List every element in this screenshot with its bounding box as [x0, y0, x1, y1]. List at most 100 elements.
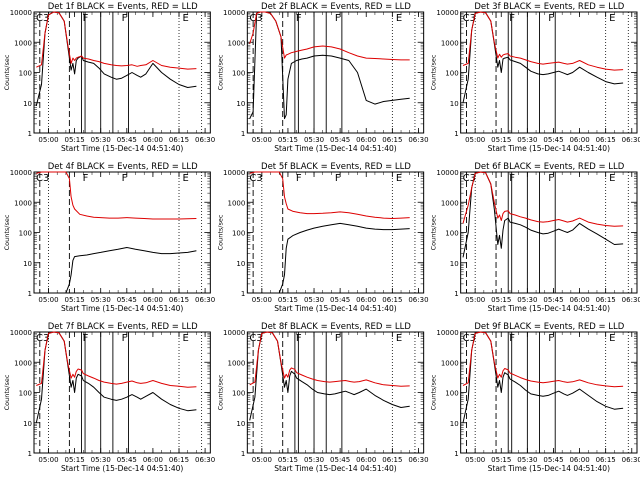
- x-tick-label: 06:00: [356, 456, 376, 464]
- attenuator-label: C3: [463, 173, 476, 184]
- x-axis-label: Start Time (15-Dec-14 04:51:40): [61, 144, 183, 153]
- y-tick-label: 1: [241, 130, 245, 138]
- plot-frame: [33, 331, 211, 454]
- x-tick-label: 06:15: [382, 136, 402, 144]
- attenuator-label: F: [509, 333, 515, 344]
- y-tick-label: 10000: [223, 9, 245, 17]
- y-axis-label: Counts/sec: [430, 54, 438, 90]
- x-tick-label: 06:30: [622, 296, 640, 304]
- x-tick-label: 05:00: [252, 456, 272, 464]
- x-tick-label: 06:15: [596, 456, 616, 464]
- attenuator-label: E: [182, 173, 188, 184]
- y-tick-label: 100: [232, 230, 245, 238]
- x-tick-label: 05:00: [38, 136, 58, 144]
- x-tick-label: 05:45: [330, 136, 350, 144]
- events-series-line: [35, 331, 197, 423]
- x-axis-label: Start Time (15-Dec-14 04:51:40): [488, 144, 610, 153]
- attenuator-label: F: [548, 173, 554, 184]
- lld-series-line: [249, 171, 410, 219]
- y-axis-label: Counts/sec: [3, 54, 11, 90]
- attenuator-label: C3: [463, 13, 476, 24]
- x-tick-label: 05:15: [65, 136, 85, 144]
- attenuator-label: C3: [36, 13, 49, 24]
- y-axis-label: Counts/sec: [430, 374, 438, 410]
- x-tick-label: 05:15: [491, 456, 511, 464]
- y-tick-label: 10000: [436, 9, 458, 17]
- x-tick-label: 05:00: [38, 456, 58, 464]
- x-tick-label: 06:15: [169, 296, 189, 304]
- x-tick-label: 06:30: [408, 456, 428, 464]
- y-tick-label: 1: [454, 290, 458, 298]
- y-tick-label: 1: [241, 290, 245, 298]
- attenuator-label: F: [509, 173, 515, 184]
- x-tick-label: 06:00: [143, 456, 163, 464]
- x-tick-label: 06:30: [195, 136, 215, 144]
- events-series-line: [35, 11, 197, 106]
- y-tick-label: 100: [445, 390, 458, 398]
- attenuator-label: F: [122, 13, 128, 24]
- x-tick-label: 05:30: [517, 456, 537, 464]
- x-axis-label: Start Time (15-Dec-14 04:51:40): [274, 144, 396, 153]
- x-tick-label: 05:30: [517, 296, 537, 304]
- y-tick-label: 1000: [441, 199, 459, 207]
- attenuator-label: E: [182, 333, 188, 344]
- x-tick-label: 06:00: [569, 136, 589, 144]
- y-tick-label: 10000: [223, 169, 245, 177]
- x-tick-label: 05:45: [117, 136, 137, 144]
- x-tick-label: 05:30: [91, 136, 111, 144]
- plot-frame: [460, 331, 638, 454]
- y-axis-label: Counts/sec: [216, 214, 224, 250]
- events-series-line: [249, 331, 410, 421]
- plot-frame: [246, 331, 425, 454]
- plot-frame: [460, 11, 638, 134]
- x-tick-label: 06:00: [143, 136, 163, 144]
- x-axis-label: Start Time (15-Dec-14 04:51:40): [488, 464, 610, 473]
- x-tick-label: 05:30: [304, 296, 324, 304]
- x-tick-label: 06:00: [569, 456, 589, 464]
- y-tick-label: 10: [23, 100, 32, 108]
- x-tick-label: 05:45: [117, 456, 137, 464]
- x-tick-label: 06:30: [408, 296, 428, 304]
- events-series-line: [462, 11, 624, 103]
- x-tick-label: 06:30: [622, 456, 640, 464]
- x-tick-label: 06:00: [356, 136, 376, 144]
- x-tick-label: 05:00: [38, 296, 58, 304]
- x-tick-label: 05:00: [252, 296, 272, 304]
- y-tick-label: 10: [450, 260, 459, 268]
- y-tick-label: 1: [28, 290, 32, 298]
- y-tick-label: 1000: [228, 39, 246, 47]
- attenuator-label: E: [609, 333, 615, 344]
- chart-title: Det 4f BLACK = Events, RED = LLD: [48, 162, 198, 172]
- y-tick-label: 10: [450, 100, 459, 108]
- y-tick-label: 10: [23, 260, 32, 268]
- x-tick-label: 06:30: [408, 136, 428, 144]
- attenuator-label: F: [296, 13, 302, 24]
- x-axis-label: Start Time (15-Dec-14 04:51:40): [488, 304, 610, 313]
- plot-frame: [246, 171, 425, 294]
- chart-title: Det 8f BLACK = Events, RED = LLD: [261, 322, 411, 332]
- x-tick-label: 06:30: [195, 456, 215, 464]
- x-axis-label: Start Time (15-Dec-14 04:51:40): [61, 464, 183, 473]
- y-tick-label: 100: [232, 70, 245, 78]
- chart-title: Det 5f BLACK = Events, RED = LLD: [261, 162, 411, 172]
- x-tick-label: 06:15: [382, 296, 402, 304]
- attenuator-label: F: [83, 13, 89, 24]
- x-tick-label: 05:45: [330, 296, 350, 304]
- y-tick-label: 10000: [10, 329, 32, 337]
- y-tick-label: 1: [454, 450, 458, 458]
- attenuator-label: F: [83, 173, 89, 184]
- attenuator-label: C3: [463, 333, 476, 344]
- x-tick-label: 06:15: [169, 136, 189, 144]
- lld-series-line: [462, 331, 624, 388]
- y-tick-label: 10000: [10, 169, 32, 177]
- x-tick-label: 06:30: [622, 136, 640, 144]
- x-tick-label: 06:15: [382, 456, 402, 464]
- x-tick-label: 05:00: [465, 456, 485, 464]
- x-axis-label: Start Time (15-Dec-14 04:51:40): [274, 464, 396, 473]
- y-tick-label: 10: [236, 420, 245, 428]
- events-series-line: [249, 222, 410, 294]
